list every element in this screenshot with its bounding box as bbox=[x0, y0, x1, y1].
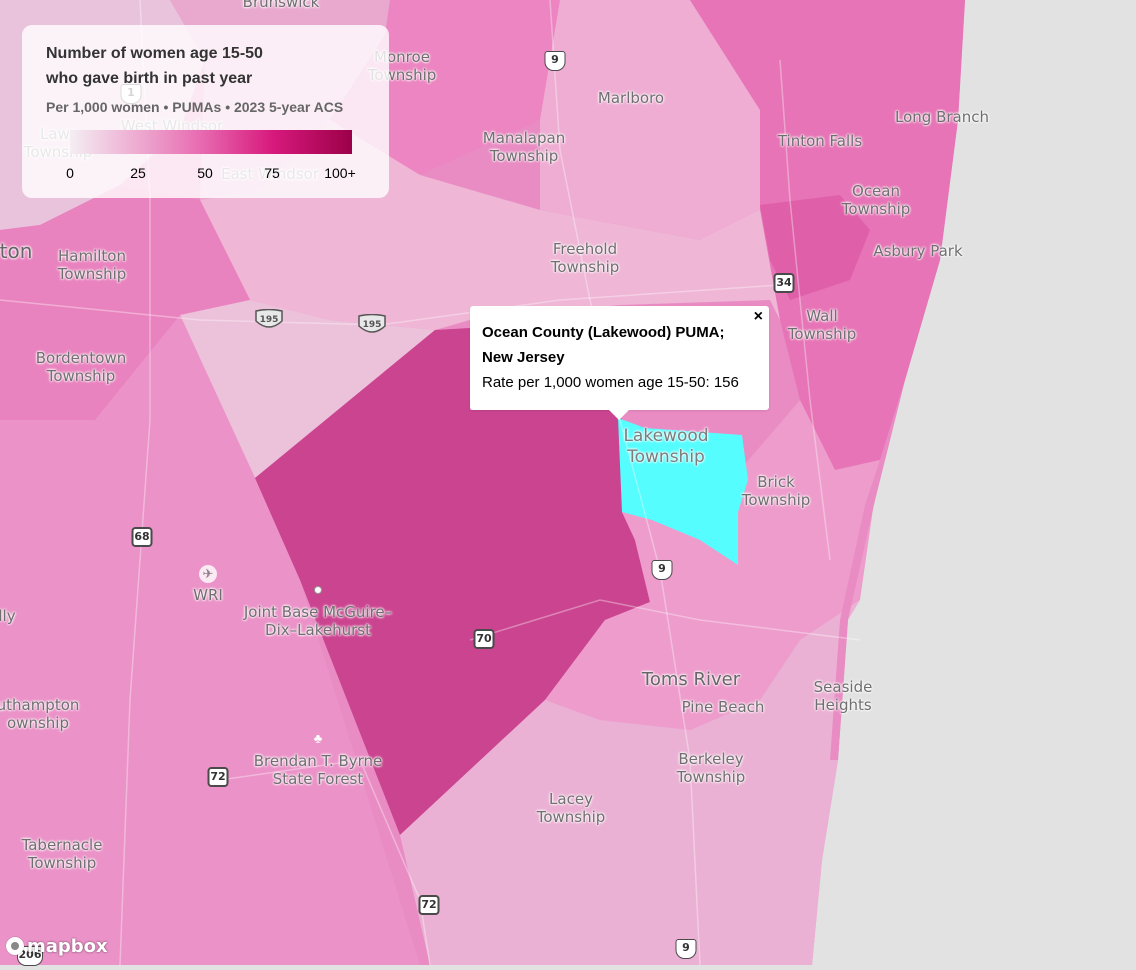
popup-puma-name-line2: New Jersey bbox=[482, 349, 565, 366]
puma-hamilton[interactable] bbox=[0, 185, 250, 420]
interstate-195-label: 195 bbox=[363, 320, 382, 330]
mapbox-wordmark: mapbox bbox=[27, 935, 108, 957]
legend-subtitle: Per 1,000 women • PUMAs • 2023 5-year AC… bbox=[46, 99, 344, 115]
mapbox-logo-icon bbox=[6, 937, 24, 955]
puma-lakewood[interactable] bbox=[255, 328, 650, 835]
legend-tick-100: 100+ bbox=[324, 165, 356, 181]
puma-burlington-northeast[interactable] bbox=[180, 300, 435, 478]
popup-puma-name-line1: Ocean County (Lakewood) PUMA; bbox=[482, 324, 725, 341]
nj-route-34-shield: 34 bbox=[773, 273, 795, 293]
lakewood-township-highlight[interactable] bbox=[618, 418, 748, 565]
nj-route-72-shield: 72 bbox=[418, 895, 440, 915]
popup-tip bbox=[609, 410, 629, 420]
interstate-195-shield: 195 bbox=[358, 314, 386, 333]
legend-panel: Number of women age 15-50 who gave birth… bbox=[22, 25, 389, 198]
legend-tick-25: 25 bbox=[130, 165, 146, 181]
park-icon: ♣ bbox=[313, 730, 323, 746]
interstate-195-label: 195 bbox=[260, 315, 279, 325]
puma-southern-ocean[interactable] bbox=[400, 600, 860, 965]
nj-route-72-shield: 72 bbox=[207, 767, 229, 787]
legend-title: Number of women age 15-50 who gave birth… bbox=[46, 45, 263, 87]
legend-tick-0: 0 bbox=[66, 165, 74, 181]
military-base-icon bbox=[314, 586, 322, 594]
puma-burlington[interactable] bbox=[0, 315, 420, 965]
us-route-9-shield: 9 bbox=[651, 560, 673, 580]
legend-tick-75: 75 bbox=[264, 165, 280, 181]
barrier-island bbox=[830, 380, 905, 760]
nj-route-70-shield: 70 bbox=[473, 629, 495, 649]
legend-tick-50: 50 bbox=[197, 165, 213, 181]
interstate-195-shield: 195 bbox=[255, 309, 283, 328]
popup-rate: Rate per 1,000 women age 15-50: 156 bbox=[482, 374, 739, 391]
popup-close-button[interactable]: × bbox=[753, 308, 763, 325]
legend-color-ramp bbox=[70, 130, 352, 154]
feature-popup: × Ocean County (Lakewood) PUMA; New Jers… bbox=[470, 306, 769, 420]
airport-icon: ✈ bbox=[199, 565, 217, 583]
nj-route-68-shield: 68 bbox=[131, 527, 153, 547]
puma-toms-river[interactable] bbox=[545, 400, 880, 730]
us-route-9-shield: 9 bbox=[675, 939, 697, 959]
mapbox-attribution[interactable]: mapbox bbox=[6, 934, 108, 958]
us-route-9-shield: 9 bbox=[544, 51, 566, 71]
us-route-206-shield: 206 bbox=[17, 946, 43, 966]
puma-monmouth-west[interactable] bbox=[540, 0, 800, 240]
